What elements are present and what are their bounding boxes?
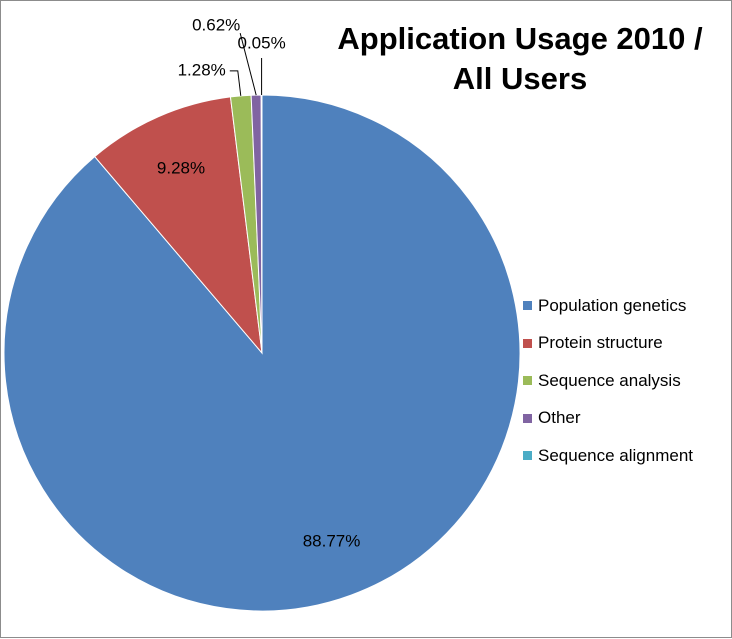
legend-label-protein-structure: Protein structure bbox=[538, 333, 663, 353]
leader-line-other bbox=[239, 32, 257, 96]
pie-slices bbox=[3, 94, 521, 612]
legend-item-other: Other bbox=[523, 400, 693, 438]
data-label-population-genetics: 88.77% bbox=[303, 531, 361, 550]
data-label-sequence-alignment: 0.05% bbox=[237, 33, 285, 52]
legend-item-protein-structure: Protein structure bbox=[523, 325, 693, 363]
legend-label-sequence-analysis: Sequence analysis bbox=[538, 370, 681, 390]
data-label-protein-structure: 9.28% bbox=[157, 158, 205, 177]
leader-line-sequence-analysis bbox=[229, 70, 242, 96]
legend-label-other: Other bbox=[538, 408, 581, 428]
legend-label-population-genetics: Population genetics bbox=[538, 295, 687, 315]
pie-slice-protein-structure bbox=[93, 96, 263, 355]
data-label-sequence-analysis: 1.28% bbox=[178, 60, 226, 79]
chart-title-line-1: Application Usage 2010 / bbox=[337, 21, 703, 56]
legend: Population genetics Protein structure Se… bbox=[523, 287, 693, 475]
pie-data-labels: 88.77% 9.28% 1.28% 0.62%0.05% bbox=[157, 16, 360, 551]
legend-label-sequence-alignment: Sequence alignment bbox=[538, 445, 694, 465]
data-label-other: 0.62% bbox=[192, 16, 240, 35]
chart-title-line-2: All Users bbox=[452, 61, 588, 96]
legend-item-population-genetics: Population genetics bbox=[523, 287, 693, 325]
legend-item-sequence-analysis: Sequence analysis bbox=[523, 362, 693, 400]
legend-item-sequence-alignment: Sequence alignment bbox=[523, 437, 693, 475]
legend-swatch-sequence-alignment bbox=[523, 451, 532, 461]
chart-title: Application Usage 2010 / All Users bbox=[317, 19, 723, 99]
legend-swatch-other bbox=[523, 413, 532, 423]
legend-swatch-sequence-analysis bbox=[523, 376, 532, 386]
legend-swatch-population-genetics bbox=[523, 301, 532, 311]
legend-swatch-protein-structure bbox=[523, 338, 532, 348]
